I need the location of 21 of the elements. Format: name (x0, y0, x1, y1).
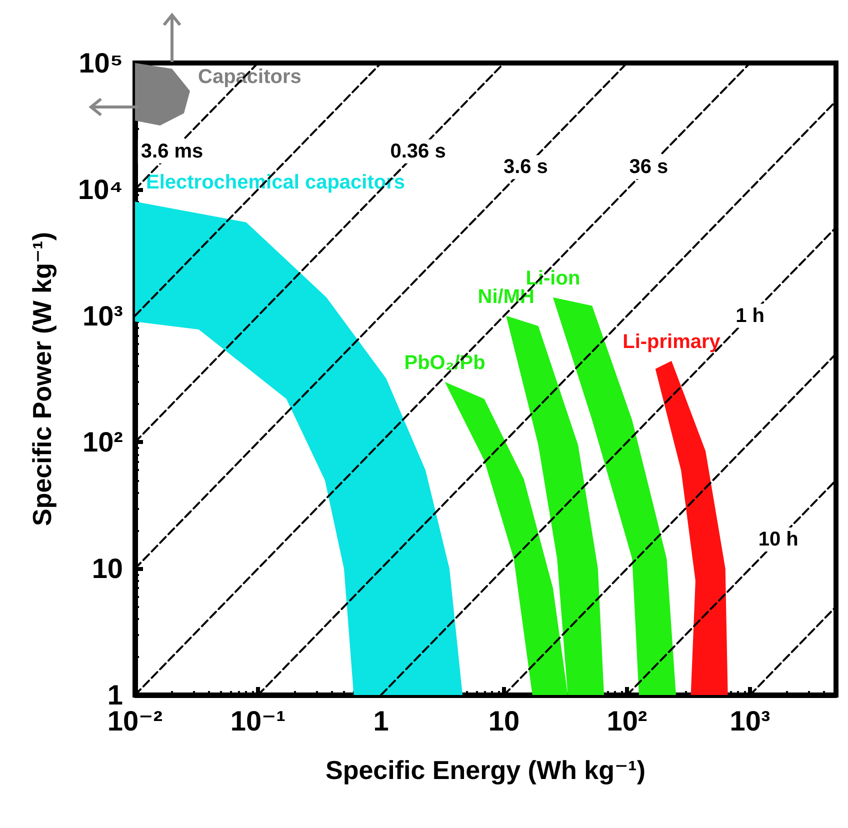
x-tick-label: 10⁻¹ (230, 706, 286, 736)
y-axis-title: Specific Power (W kg⁻¹) (27, 232, 57, 526)
annotation: 1 h (736, 304, 764, 327)
y-tick-label: 10² (82, 426, 123, 458)
x-axis-title: Specific Energy (Wh kg⁻¹) (326, 755, 646, 785)
x-tick-label: 1 (373, 706, 389, 736)
annotation: 3.6 s (503, 156, 548, 178)
y-tick-label: 10⁵ (78, 48, 123, 78)
series-label: Li-primary (622, 330, 722, 353)
annotation: 3.6 ms (140, 140, 204, 162)
series-label: Li-ion (526, 267, 580, 290)
x-tick-label: 10 (488, 706, 520, 736)
annotation: 36 s (629, 156, 668, 178)
x-tick-label: 10² (606, 706, 648, 736)
x-tick-label: 10³ (730, 706, 770, 736)
y-tick-label: 10³ (82, 300, 123, 332)
annotation: 0.36 s (390, 140, 446, 162)
y-tick-label: 10⁴ (78, 174, 123, 205)
series-label: Capacitors (198, 66, 302, 88)
annotation: 10 h (758, 528, 798, 550)
y-tick-label: 10 (92, 553, 123, 584)
